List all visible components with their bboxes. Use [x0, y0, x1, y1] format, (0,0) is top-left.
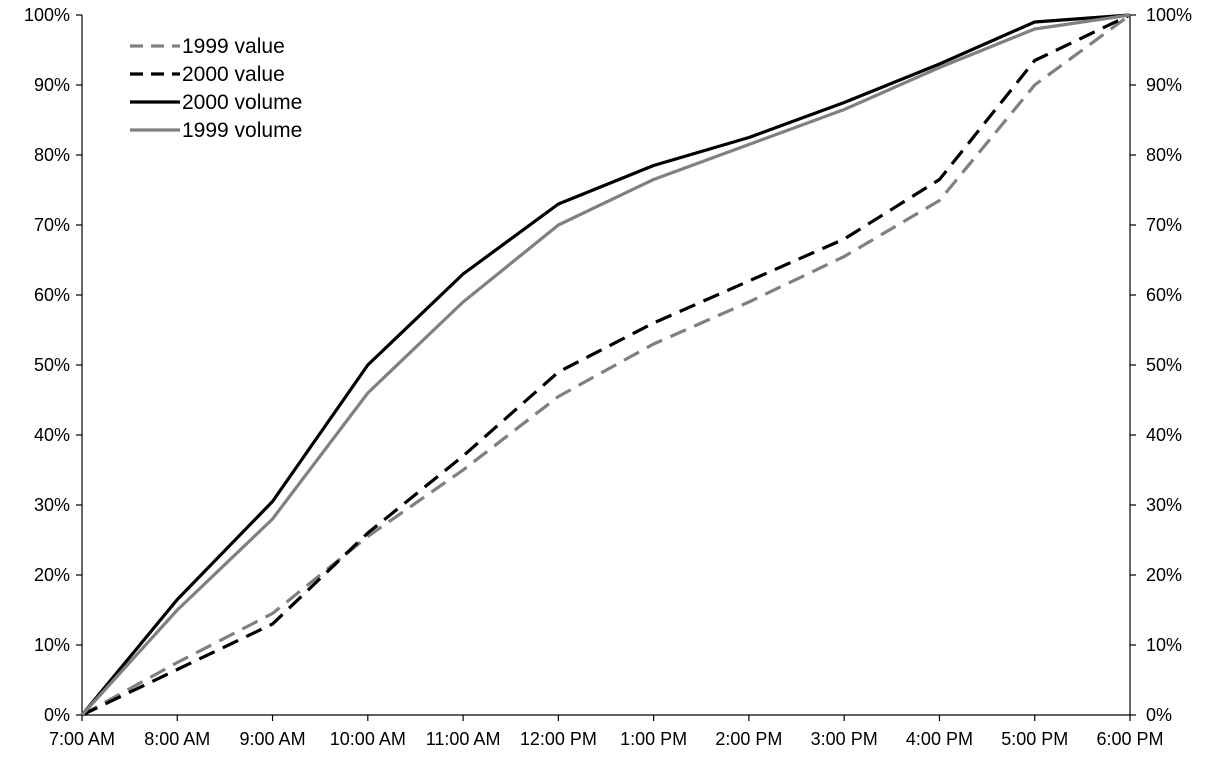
series-lines [80, 13, 1131, 717]
y-tick-label-left: 50% [34, 355, 70, 375]
y-tick-label-left: 10% [34, 635, 70, 655]
legend: 1999 value 2000 value 2000 volume 1999 volu… [130, 35, 302, 142]
x-axis-tick-labels: 7:00 AM 8:00 AM 9:00 AM 10:00 AM 11:00 AM 12:… [49, 729, 1164, 749]
x-tick-label: 12:00 PM [520, 729, 597, 749]
x-tick-label: 5:00 PM [1001, 729, 1068, 749]
y-tick-label-right: 20% [1146, 565, 1182, 585]
legend-label: 2000 volume [182, 91, 302, 114]
y-tick-label-right: 80% [1146, 145, 1182, 165]
x-tick-label: 4:00 PM [906, 729, 973, 749]
series-line-2000-value [81, 13, 1131, 717]
y-tick-label-right: 10% [1146, 635, 1182, 655]
y-tick-label-left: 60% [34, 285, 70, 305]
y-tick-label-left: 100% [24, 5, 70, 25]
y-tick-label-right: 60% [1146, 285, 1182, 305]
x-tick-label: 2:00 PM [715, 729, 782, 749]
y-tick-label-right: 0% [1146, 705, 1172, 725]
y-axis-right-tick-labels: 0% 10% 20% 30% 40% 50% 60% 70% 80% 90% 100% [1146, 5, 1192, 725]
legend-label: 2000 value [182, 63, 285, 86]
y-tick-label-left: 40% [34, 425, 70, 445]
y-tick-label-left: 70% [34, 215, 70, 235]
legend-label: 1999 value [182, 35, 285, 58]
x-tick-label: 8:00 AM [144, 729, 210, 749]
y-tick-label-right: 40% [1146, 425, 1182, 445]
x-tick-label: 11:00 AM [426, 729, 501, 749]
x-tick-label: 9:00 AM [240, 729, 306, 749]
x-tick-label: 3:00 PM [811, 729, 878, 749]
x-tick-label: 7:00 AM [49, 729, 115, 749]
x-tick-label: 6:00 PM [1096, 729, 1163, 749]
y-tick-label-left: 30% [34, 495, 70, 515]
y-tick-label-right: 50% [1146, 355, 1182, 375]
y-tick-label-right: 30% [1146, 495, 1182, 515]
y-tick-label-left: 20% [34, 565, 70, 585]
y-tick-label-left: 90% [34, 75, 70, 95]
series-line-2000-volume [80, 13, 1131, 717]
x-tick-label: 10:00 AM [330, 729, 406, 749]
y-tick-label-left: 80% [34, 145, 70, 165]
y-axis-left-tick-labels: 0% 10% 20% 30% 40% 50% 60% 70% 80% 90% 100% [24, 5, 70, 725]
x-tick-label: 1:00 PM [620, 729, 687, 749]
y-tick-label-left: 0% [44, 705, 70, 725]
series-line-1999-value [81, 13, 1131, 717]
y-tick-label-right: 100% [1146, 5, 1192, 25]
axes [76, 14, 1136, 721]
legend-label: 1999 volume [182, 119, 302, 142]
y-tick-label-right: 70% [1146, 215, 1182, 235]
y-tick-label-right: 90% [1146, 75, 1182, 95]
series-line-1999-volume [80, 13, 1131, 717]
